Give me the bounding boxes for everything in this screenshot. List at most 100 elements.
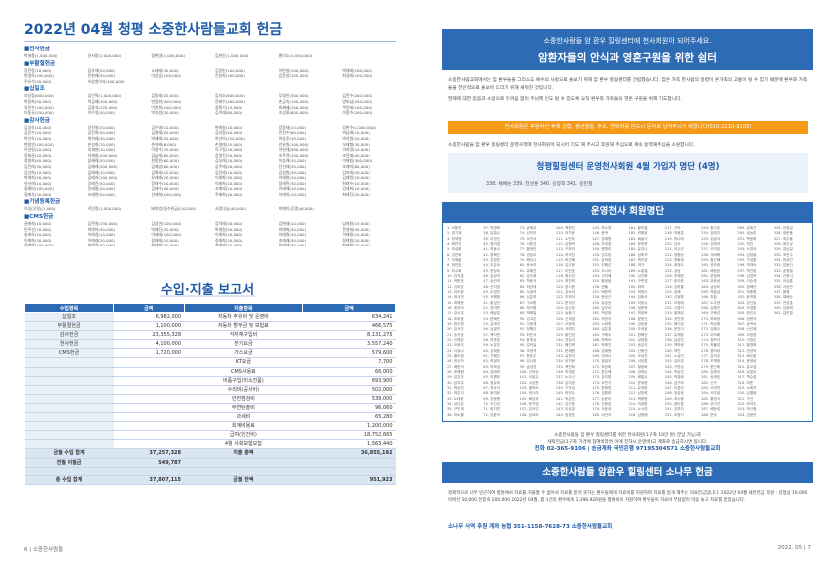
roster-entry: 17. 강시우 (447, 311, 464, 316)
roster-entry: 244. 하승진 (664, 370, 684, 374)
roster-entry: 305. 한인수 (737, 311, 757, 316)
roster-entry: 121. 강소라 (555, 290, 575, 294)
donor-entry: 김주원(150,000) (87, 221, 118, 227)
roster-entry: 276. 윤미라 (701, 348, 721, 353)
table-cell: 1,200,000 (302, 421, 396, 432)
roster-entry: 51. 황성진 (483, 300, 501, 305)
title-divider (24, 41, 396, 42)
donor-entry: 조성정(600,000) (24, 93, 54, 99)
donor-entry: 배희양(동수헌금)(10,000) (151, 206, 197, 212)
roster-entry: 324. 김용건 (737, 412, 757, 417)
roster-entry: 131. 배인혁 (555, 343, 575, 348)
new-members-title: 청평힐링센터 운영천사회원 4월 가입자 명단 (4명) (536, 162, 720, 172)
roster-entry: 81. 유해진 (519, 268, 537, 273)
angel-member-banner: 소중한사람들 암 환우 힐링센터에 천사회원이 되어주세요. 암환자들의 안식과… (442, 29, 813, 70)
donor-entry: 김래수(40,000) (151, 186, 179, 192)
roster-entry: 57. 백지연 (483, 332, 501, 337)
roster-entry: 210. 문세윤 (628, 380, 648, 385)
table-cell: 634,241 (302, 312, 396, 323)
table-cell (24, 403, 114, 414)
pine-offering-title: 소중한사람들 암환우 힐링센터 소나무 헌금 (442, 462, 813, 483)
roster-entry: 66. 정유미 (483, 380, 501, 385)
table-cell: 지출 총액 (184, 448, 303, 459)
table-cell (24, 385, 114, 395)
roster-title: 운영천사 회원명단 (442, 202, 813, 222)
donor-entry: 김래자(100,000) (87, 175, 118, 181)
roster-entry: 264. 남상미 (701, 284, 721, 289)
roster-entry: 47. 송민석 (483, 279, 501, 284)
roster-entry: 36. 하소율 (447, 412, 464, 417)
roster-entry: 311. 황영희 (737, 343, 757, 348)
roster-entry: 194. 김종국 (628, 295, 648, 300)
support-text: 소중한사람들 암 환우 힐링센터 운영사역에 천사회원이 되시어 기도 해 주시… (448, 143, 695, 148)
donor-entry: 이래래(100,000) (151, 232, 182, 238)
roster-entry: 187. 백지영 (628, 258, 648, 262)
roster-entry: 103. 황보라 (519, 386, 539, 390)
roster-entry: 220. 김숙 (664, 242, 681, 246)
table-cell: 37,257,328 (113, 448, 185, 459)
table-row (24, 467, 396, 476)
roster-entry: 337. 황해 (773, 290, 790, 294)
roster-entry: 137. 노수산 (555, 375, 575, 380)
roster-entry: 163. 노현정 (592, 322, 612, 326)
roster-entry: 93. 최민식 (519, 332, 537, 337)
donor-entry: 진선래(30,000) (278, 163, 307, 169)
table-cell: 수리비(공사비) (184, 385, 303, 395)
roster-entry: 215. 노사연 (628, 407, 648, 412)
roster-entry: 255. 송일국 (701, 236, 721, 241)
donation-section-header: ■기념등록헌금 (24, 199, 61, 206)
donor-entry: 사랑나눔(40,000) (215, 206, 246, 212)
table-cell (113, 376, 185, 386)
donor-entry: 박래진(20,000) (151, 226, 179, 232)
roster-entry: 317. 백수련 (737, 375, 757, 380)
roster-entry: 24. 서유나 (447, 348, 464, 353)
roster-entry: 310. 서권순 (737, 338, 757, 342)
roster-entry: 207. 황광희 (628, 364, 648, 369)
table-cell: CMS사용료 (184, 367, 303, 377)
table-cell: KT요금 (184, 357, 303, 368)
roster-entry: 254. 임예진 (701, 231, 721, 236)
table-row: 총 수입 합계 37,807,115 금월 잔액 951,923 (24, 475, 396, 485)
donor-entry: 최재혜(100,000) (278, 104, 309, 110)
roster-entry: 242. 심이영 (664, 359, 684, 364)
donor-entry: 황래래(30,000) (278, 243, 307, 246)
donor-entry: 박래이(무명)(6,000) (278, 206, 314, 212)
roster-entry: 112. 심형탁 (555, 242, 575, 246)
roster-entry: 203. 송은이 (628, 343, 648, 348)
donation-section: ■CMS헌금 권래희(10,000) 김주원(150,000) 김성연(100,000… (24, 214, 404, 246)
roster-entry: 101. 오달수 (519, 375, 539, 380)
table-cell: 693,900 (302, 376, 396, 386)
roster-entry: 13. 이도윤 (447, 290, 464, 294)
roster-entry: 94. 윤계상 (519, 338, 537, 342)
roster-entry: 64. 김태희 (483, 370, 501, 374)
table-row: 비품구입(미소진품) 693,900 (24, 376, 396, 386)
donor-entry: 박석원(20,000) (342, 135, 370, 141)
table-row: KT요금 7,700 (24, 357, 396, 368)
roster-entry: 26. 권수아 (447, 359, 464, 364)
roster-entry: 292. 허진 (737, 242, 754, 246)
donation-section-header: ■감사헌금 (24, 117, 50, 124)
donor-entry: 변경현(400,000) (151, 98, 182, 104)
donor-entry: 이연희(100,000) (151, 104, 182, 110)
roster-entry: 339. 전성훈 (773, 300, 793, 305)
roster-entry: 258. 서태화 (701, 252, 721, 257)
donor-entry: 박동희(30,000) (24, 98, 52, 104)
roster-entry: 159. 유승호 (592, 300, 612, 305)
roster-entry: 90. 김고은 (519, 316, 537, 321)
roster-entry: 99. 송강호 (519, 364, 537, 369)
page-number-right: 2022. 05 | 7 (777, 545, 811, 551)
roster-entry: 278. 조재현 (701, 359, 721, 364)
roster-entry: 341. 김민철 (773, 311, 793, 316)
roster-entry: 143. 이성경 (555, 407, 575, 412)
table-header-row: 수입항목 금액 지출항목 금액 (23, 303, 396, 313)
roster-entry: 291. 백윤희 (737, 236, 757, 241)
roster-entry: 177. 송윤아 (592, 396, 612, 401)
donor-entry: 최래희(20,000) (151, 243, 179, 246)
table-cell: 8,131,275 (302, 330, 396, 341)
roster-entry: 271. 박상원 (701, 322, 721, 326)
donor-entry: 조래래(20,000) (215, 186, 243, 192)
table-row: 4월 사회보험보험 1,563,440 (24, 439, 396, 450)
donation-section-header: ■부활절헌금 (24, 60, 56, 67)
table-header: 금액 (113, 303, 185, 313)
roster-entry: 233. 황제성 (664, 311, 684, 316)
